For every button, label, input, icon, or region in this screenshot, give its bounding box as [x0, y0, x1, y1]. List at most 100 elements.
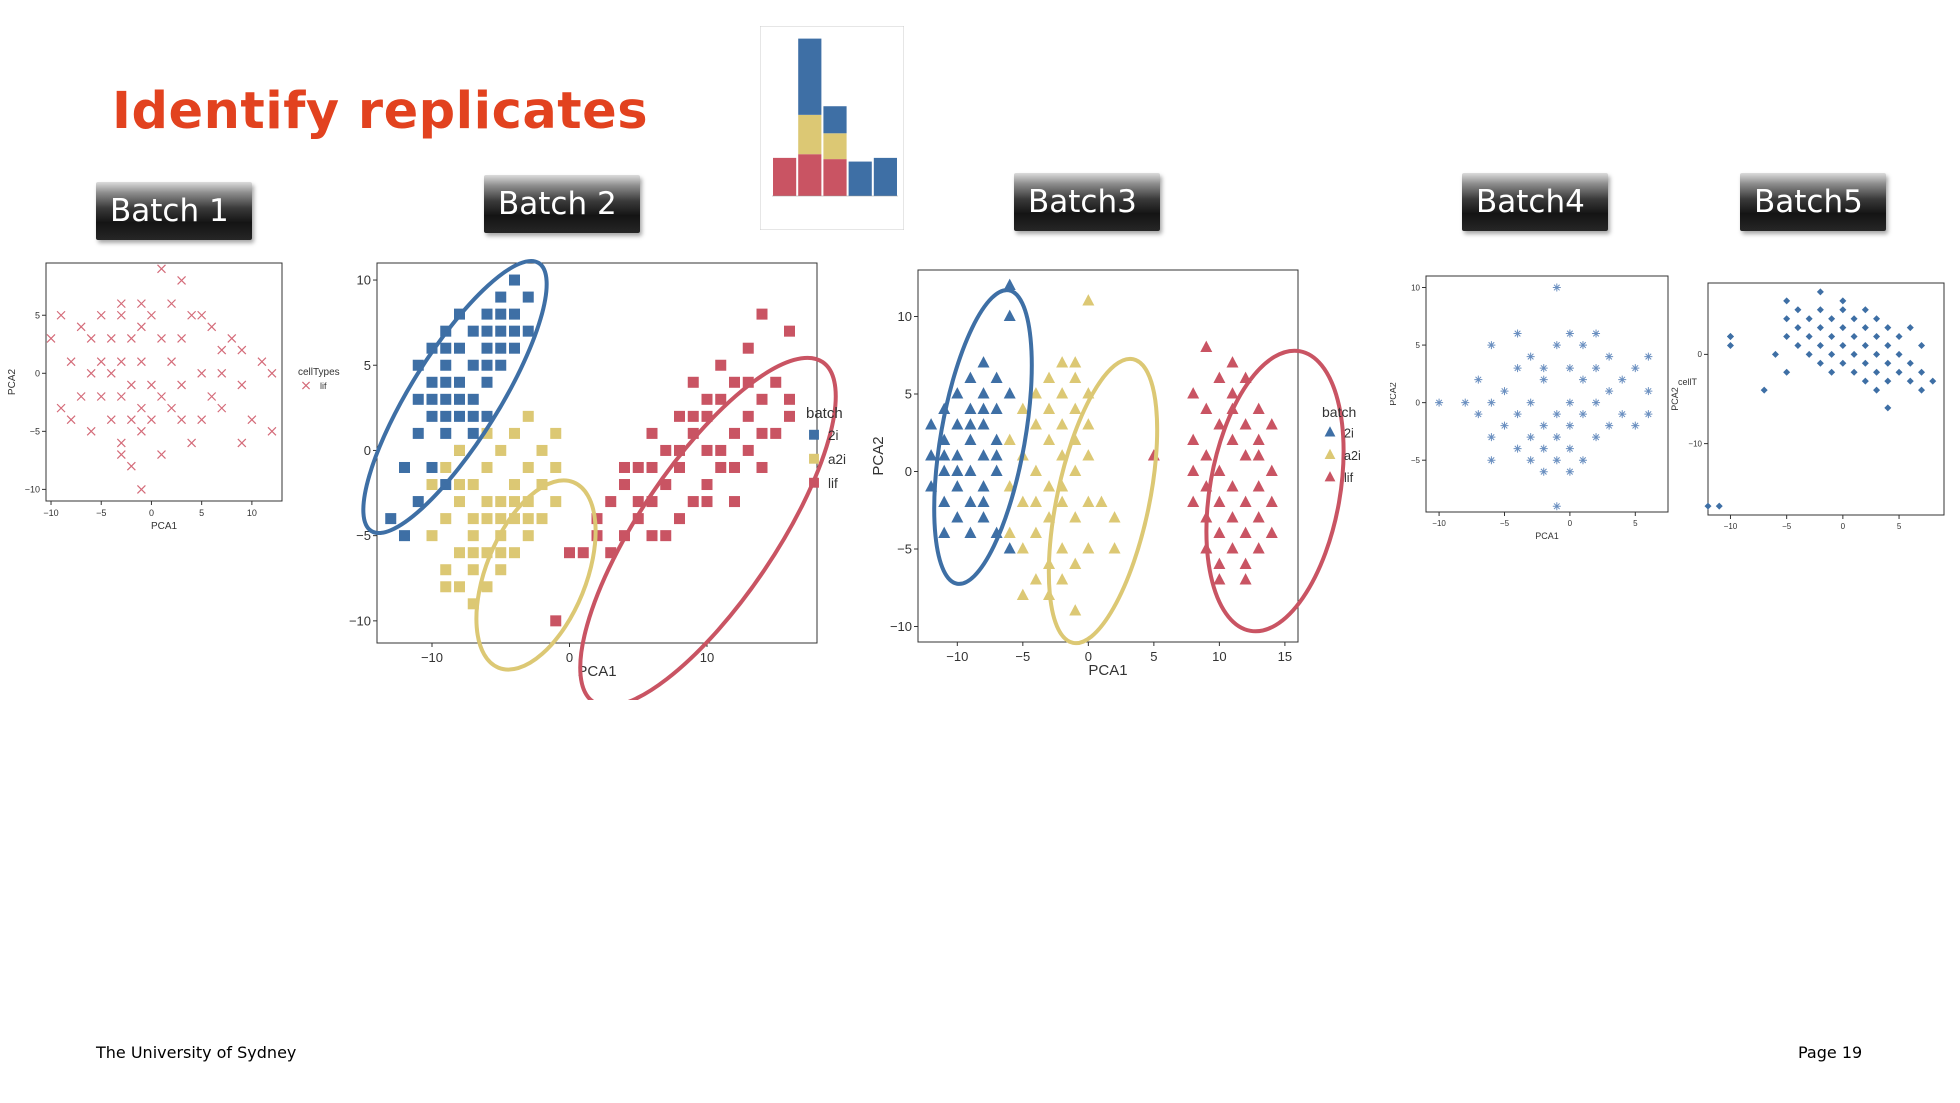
batch3-point: [1239, 449, 1252, 461]
batch5-point: [1906, 359, 1914, 367]
batch3-ytick-label: 5: [905, 387, 912, 402]
batch4-point: [1487, 456, 1496, 465]
batch4-point: [1552, 456, 1561, 465]
batch2-point: [550, 496, 562, 508]
batch1-point: [157, 392, 166, 401]
batch5-point: [1929, 377, 1937, 385]
batch4-point: [1552, 283, 1561, 292]
batch3-point: [938, 464, 951, 476]
batch1-point: [147, 415, 156, 425]
batch2-legend-label: lif: [828, 476, 838, 491]
batch4-point: [1539, 444, 1548, 453]
batch1-ytick-label: −10: [25, 485, 40, 495]
batch5-point: [1783, 297, 1791, 305]
batch2-point: [481, 376, 493, 388]
batch1-point: [177, 415, 186, 425]
batch2-legend-key: [809, 453, 819, 464]
batch2-point: [426, 393, 438, 405]
batch2-ytick-label: −10: [349, 613, 371, 628]
batch-5-badge: Batch5: [1740, 173, 1886, 231]
batch3-ytick-label: −10: [890, 619, 912, 634]
batch5-point: [1861, 359, 1869, 367]
batch4-point: [1644, 410, 1653, 419]
batch3-point: [1056, 573, 1069, 585]
batch5-point: [1884, 377, 1892, 385]
batch2-point: [481, 547, 493, 559]
batch2-point: [646, 530, 658, 542]
batch3-xtick-label: 10: [1212, 649, 1226, 664]
batch3-point: [1069, 371, 1082, 383]
batch2-point: [467, 530, 479, 542]
batch2-point: [701, 496, 713, 508]
batch2-point: [632, 496, 644, 508]
batch1-panel: [45, 262, 283, 502]
batch2-point: [412, 496, 424, 508]
batch3-xlabel: PCA1: [1088, 662, 1127, 679]
batch2-point: [495, 496, 507, 508]
batch3-legend-label: a2i: [1344, 449, 1361, 463]
batch3-ytick-label: 10: [898, 309, 912, 324]
batch2-cluster-ellipse: [578, 355, 838, 700]
batch4-point: [1461, 398, 1470, 407]
batch5-xtick-label: 5: [1897, 522, 1902, 531]
batch3-point: [951, 387, 964, 399]
batch1-point: [227, 334, 237, 343]
batch2-point: [509, 496, 520, 508]
batch3-point: [964, 526, 977, 538]
batch4-point: [1631, 364, 1640, 373]
batch3-point: [1016, 588, 1029, 600]
batch4-point: [1526, 456, 1535, 465]
batch2-point: [509, 274, 520, 286]
batch3-point: [1069, 557, 1082, 569]
batch2-point: [467, 325, 479, 337]
batch5-point: [1839, 297, 1847, 305]
batch2-point: [577, 547, 589, 559]
batch3-xtick-label: 0: [1085, 649, 1092, 664]
batch2-point: [715, 461, 727, 473]
batch3-point: [1226, 480, 1239, 492]
batch2-point: [687, 410, 699, 422]
batch3-point: [990, 464, 1003, 476]
batch2-legend-label: 2i: [828, 428, 839, 443]
batch2-xtick-label: 10: [700, 650, 714, 665]
batch4-point: [1487, 433, 1496, 442]
batch3-xtick-label: −10: [946, 649, 968, 664]
batch4-point: [1539, 364, 1548, 373]
batch2-point: [467, 564, 479, 576]
batch2-point: [509, 547, 520, 559]
batch4-point: [1526, 398, 1535, 407]
batch1-point: [46, 334, 56, 343]
batch4-xlabel: PCA1: [1535, 531, 1559, 540]
batch2-point: [412, 393, 424, 405]
batch2-point: [674, 513, 685, 525]
batch5-point: [1839, 324, 1847, 332]
batch5-point: [1783, 315, 1791, 323]
batch3-point: [1003, 309, 1016, 321]
batch3-point: [964, 371, 977, 383]
batch2-point: [756, 461, 768, 473]
batch1-point: [147, 310, 156, 320]
batch2-point: [522, 410, 534, 422]
batch3-point: [951, 511, 964, 523]
batch1-point: [136, 426, 146, 436]
batch3-point: [964, 402, 977, 414]
batch2-point: [440, 393, 452, 405]
batch5-point: [1918, 368, 1926, 376]
batch1-point: [147, 380, 156, 390]
batch2-point: [660, 530, 672, 542]
batch3-point: [1108, 511, 1121, 523]
batch5-point: [1861, 306, 1869, 314]
batch3-point: [1213, 371, 1226, 383]
batch3-cluster-ellipse: [1046, 356, 1160, 646]
batch3-point: [1029, 464, 1042, 476]
batch5-xtick-label: −5: [1782, 522, 1792, 531]
batch5-point: [1884, 359, 1892, 367]
batch1-point: [106, 415, 116, 425]
batch5-point: [1828, 350, 1836, 358]
batch-3-scatter: −10 −5 0 5 10 15 −10 −5 0 5 10 PCA1 PCA2 batch 2i a2i li…: [870, 269, 1361, 679]
batch3-series-2i: [925, 278, 1016, 554]
batch2-point: [729, 461, 740, 473]
batch2-point: [674, 410, 685, 422]
batch3-point: [1226, 356, 1239, 368]
batch3-legend-key: [1324, 471, 1336, 482]
